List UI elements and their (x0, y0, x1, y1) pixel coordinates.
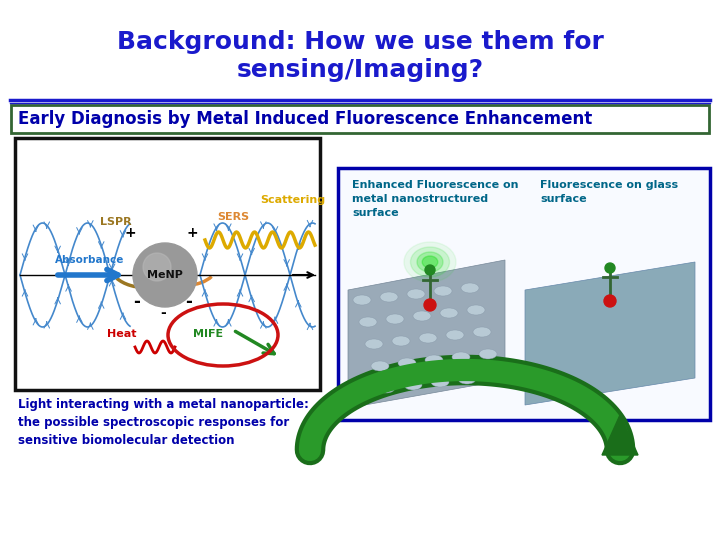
Ellipse shape (371, 361, 389, 371)
Text: -: - (185, 293, 192, 311)
Circle shape (604, 295, 616, 307)
Ellipse shape (417, 252, 443, 272)
Text: Early Diagnosis by Metal Induced Fluorescence Enhancement: Early Diagnosis by Metal Induced Fluores… (18, 110, 593, 128)
Ellipse shape (431, 377, 449, 387)
Ellipse shape (380, 292, 398, 302)
Ellipse shape (419, 333, 437, 343)
Ellipse shape (473, 327, 491, 337)
Ellipse shape (404, 380, 422, 390)
Text: Absorbance: Absorbance (55, 255, 125, 265)
Ellipse shape (479, 349, 497, 359)
Polygon shape (348, 260, 505, 408)
Text: Light interacting with a metal nanoparticle:
the possible spectroscopic response: Light interacting with a metal nanoparti… (18, 398, 309, 447)
Text: Scattering: Scattering (260, 195, 325, 205)
Ellipse shape (407, 289, 425, 299)
Text: +: + (125, 226, 137, 240)
Text: SERS: SERS (217, 212, 249, 222)
Text: Enhanced Fluorescence on
metal nanostructured
surface: Enhanced Fluorescence on metal nanostruc… (352, 180, 518, 218)
Text: +: + (187, 226, 199, 240)
Bar (338, 168, 710, 420)
Ellipse shape (413, 311, 431, 321)
Circle shape (424, 299, 436, 311)
Bar (15, 138, 320, 390)
Polygon shape (602, 415, 638, 455)
Ellipse shape (359, 317, 377, 327)
Circle shape (143, 253, 171, 281)
Text: MIFE: MIFE (193, 329, 223, 339)
Ellipse shape (485, 371, 503, 381)
FancyBboxPatch shape (11, 105, 709, 133)
Ellipse shape (425, 355, 443, 365)
Ellipse shape (386, 314, 404, 324)
Ellipse shape (377, 383, 395, 393)
Ellipse shape (398, 358, 416, 368)
Text: Fluorescence on glass
surface: Fluorescence on glass surface (540, 180, 678, 204)
Circle shape (425, 265, 435, 275)
Ellipse shape (461, 283, 479, 293)
Text: MeNP: MeNP (147, 270, 183, 280)
Ellipse shape (434, 286, 452, 296)
Ellipse shape (404, 242, 456, 282)
Ellipse shape (440, 308, 458, 318)
Text: -: - (160, 306, 166, 320)
Ellipse shape (392, 336, 410, 346)
Text: LSPR: LSPR (100, 217, 132, 227)
Ellipse shape (365, 339, 383, 349)
Ellipse shape (353, 295, 371, 305)
Text: sensing/Imaging?: sensing/Imaging? (236, 58, 484, 82)
Ellipse shape (422, 256, 438, 268)
Text: Heat: Heat (107, 329, 137, 339)
Circle shape (605, 263, 615, 273)
Circle shape (133, 243, 197, 307)
Ellipse shape (410, 247, 449, 277)
Ellipse shape (446, 330, 464, 340)
Ellipse shape (452, 352, 470, 362)
Polygon shape (525, 262, 695, 405)
Ellipse shape (467, 305, 485, 315)
Text: Background: How we use them for: Background: How we use them for (117, 30, 603, 54)
Ellipse shape (458, 374, 476, 384)
Text: -: - (133, 293, 140, 311)
